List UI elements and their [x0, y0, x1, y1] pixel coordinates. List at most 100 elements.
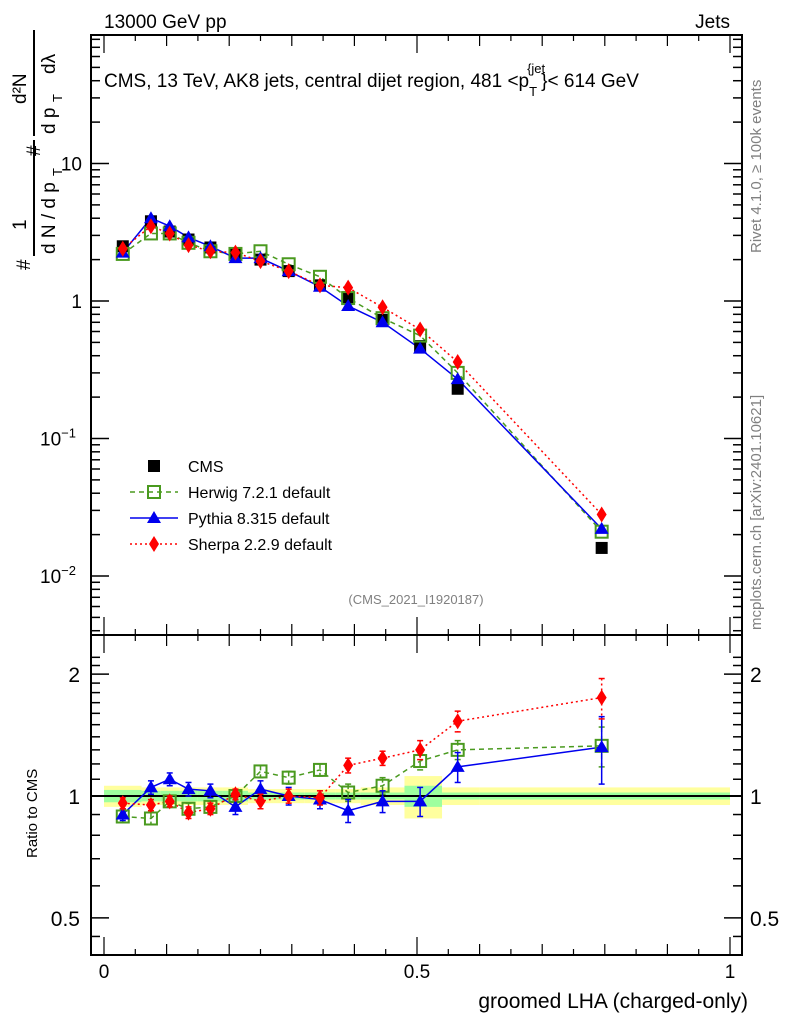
ratio-axis-ticks: 0.5 0.5 1 1 2 2 0 0.5 1: [51, 656, 779, 983]
main-marker-sherpa: [314, 277, 325, 294]
main-marker-pythia: [413, 341, 428, 354]
ratio-marker-sherpa: [183, 804, 194, 821]
ylabel-T2: T: [50, 94, 65, 102]
legend-label-cms: CMS: [188, 459, 224, 476]
plot-title: CMS, 13 TeV, AK8 jets, central dijet reg…: [104, 61, 639, 99]
analysis-annotation: (CMS_2021_I1920187): [348, 592, 483, 607]
tick-base: 10: [40, 567, 61, 588]
ylabel-one: 1: [10, 219, 31, 230]
ratio-marker-pythia: [162, 772, 177, 785]
ratio-marker-pythia: [143, 780, 158, 793]
tick-exponent: −1: [61, 426, 76, 441]
main-marker-sherpa: [117, 240, 128, 257]
main-marker-pythia: [594, 521, 609, 534]
main-marker-sherpa: [183, 237, 194, 254]
x-axis-label: groomed LHA (charged-only): [478, 990, 748, 1013]
ylabel-d2N: d²N: [10, 73, 31, 104]
main-marker-sherpa: [283, 263, 294, 280]
legend-marker-pythia: [147, 511, 161, 523]
ratio-marker-sherpa: [415, 741, 426, 758]
main-marker-pythia: [341, 298, 356, 311]
main-line-pythia: [122, 217, 603, 530]
ylabel-hash1: #: [14, 259, 35, 270]
ratio-marker-pythia: [253, 782, 268, 795]
ratio-y-tick-label: 0.5: [51, 908, 80, 931]
main-marker-sherpa: [377, 299, 388, 316]
ratio-marker-pythia: [203, 783, 218, 796]
ratio-marker-sherpa: [283, 788, 294, 804]
main-marker-sherpa: [596, 506, 607, 523]
main-marker-cms: [342, 292, 355, 305]
ratio-marker-sherpa: [452, 713, 463, 730]
ylabel-T1: T: [50, 168, 65, 176]
legend: CMS Herwig 7.2.1 default Pythia 8.315 defa…: [130, 459, 333, 554]
main-y-tick-label: 10−1: [40, 426, 76, 451]
ratio-marker-pythia: [181, 782, 196, 795]
ratio-marker-pythia: [228, 799, 243, 812]
main-y-tick-label: 10−2: [40, 563, 76, 588]
main-marker-sherpa: [164, 225, 175, 242]
main-marker-pythia: [450, 372, 465, 385]
main-marker-sherpa: [205, 243, 216, 260]
ratio-y-tick-label-right: 0.5: [750, 908, 779, 931]
ratio-marker-pythia: [413, 794, 428, 807]
legend-label-pythia: Pythia 8.315 default: [188, 511, 330, 528]
ratio-y-tick-label: 2: [68, 664, 80, 687]
top-left-label: 13000 GeV pp: [104, 12, 227, 33]
main-marker-sherpa: [230, 244, 241, 261]
plot-title-main: CMS, 13 TeV, AK8 jets, central dijet reg…: [104, 71, 529, 92]
x-tick-label: 0.5: [404, 962, 430, 983]
ratio-marker-sherpa: [314, 789, 325, 806]
ratio-marker-sherpa: [230, 786, 241, 803]
ratio-marker-sherpa: [377, 750, 388, 767]
ratio-marker-herwig: [312, 762, 327, 777]
ratio-marker-herwig: [281, 770, 296, 785]
main-marker-cms: [595, 541, 608, 554]
legend-label-sherpa: Sherpa 2.2.9 default: [188, 537, 333, 554]
top-right-label: Jets: [695, 12, 730, 33]
ratio-marker-sherpa: [596, 689, 607, 706]
ratio-marker-sherpa: [164, 793, 175, 810]
x-tick-label: 0: [99, 962, 110, 983]
legend-marker-herwig: [147, 485, 161, 499]
ylabel-dN-dpT: d N / d p: [39, 182, 60, 254]
tick-base: 10: [40, 430, 61, 451]
ylabel-dpT: d p: [39, 108, 60, 134]
main-marker-sherpa: [343, 279, 354, 296]
main-marker-pythia: [375, 315, 390, 328]
main-marker-pythia: [162, 219, 177, 232]
ratio-series-markers: [115, 677, 609, 826]
plot-title-end: }< 614 GeV: [541, 71, 639, 92]
ylabel-hash2: #: [24, 145, 45, 156]
ylabel-dlambda: dλ: [39, 53, 60, 74]
main-y-tick-label: 10: [61, 155, 82, 176]
main-marker-sherpa: [255, 253, 266, 270]
main-marker-pythia: [143, 211, 158, 224]
legend-label-herwig: Herwig 7.2.1 default: [188, 485, 331, 502]
main-marker-sherpa: [415, 321, 426, 338]
ratio-marker-sherpa: [343, 757, 354, 774]
ratio-y-tick-label-right: 2: [750, 664, 762, 687]
legend-marker-cms: [148, 460, 160, 472]
main-marker-sherpa: [452, 354, 463, 371]
main-marker-cms: [451, 382, 464, 395]
tick-exponent: −2: [61, 563, 76, 578]
ratio-marker-herwig: [253, 764, 268, 779]
ratio-marker-herwig: [341, 785, 356, 800]
ratio-ylabel: Ratio to CMS: [24, 769, 41, 858]
side-label-mcplots: mcplots.cern.ch [arXiv:2401.10621]: [748, 395, 765, 630]
ratio-marker-pythia: [450, 759, 465, 772]
main-y-tick-label: 1: [71, 292, 82, 313]
ratio-marker-pythia: [594, 740, 609, 753]
ratio-marker-sherpa: [117, 795, 128, 812]
main-ylabel: # 1 d N / d p T # d²N d p T dλ: [10, 30, 65, 270]
side-label-rivet: Rivet 4.1.0, ≥ 100k events: [748, 80, 765, 253]
main-marker-sherpa: [145, 218, 156, 235]
ratio-marker-sherpa: [255, 793, 266, 810]
main-marker-pythia: [181, 230, 196, 243]
x-tick-label: 1: [725, 962, 736, 983]
ratio-y-tick-label: 1: [68, 786, 80, 809]
ratio-marker-pythia: [341, 803, 356, 816]
